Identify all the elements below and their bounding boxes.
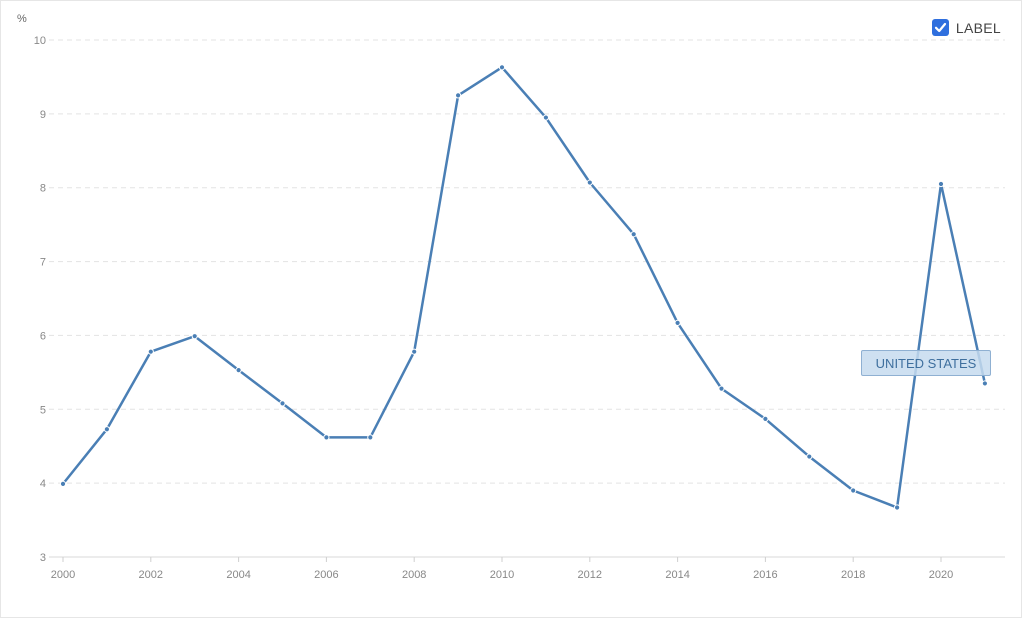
data-point-2005[interactable]: [279, 400, 286, 407]
data-point-2016[interactable]: [762, 415, 769, 422]
y-axis-ticks: 3 4 5 6 7 8 9 10: [34, 35, 46, 564]
x-tick-label: 2014: [665, 569, 689, 581]
data-points: [59, 64, 989, 511]
data-point-2000[interactable]: [59, 480, 67, 487]
series-label-united-states: UNITED STATES: [861, 350, 991, 376]
data-point-2021[interactable]: [981, 380, 989, 387]
data-point-2012[interactable]: [586, 179, 593, 186]
label-toggle[interactable]: LABEL: [931, 19, 1001, 36]
data-point-2008[interactable]: [411, 348, 418, 355]
data-point-2006[interactable]: [323, 434, 330, 441]
y-tick-label: 6: [40, 330, 46, 342]
y-tick-label: 4: [40, 478, 46, 490]
x-tick-label: 2020: [929, 569, 953, 581]
data-point-2004[interactable]: [235, 367, 242, 374]
y-tick-label: 8: [40, 183, 46, 195]
data-point-2003[interactable]: [191, 333, 198, 340]
x-tick-label: 2012: [578, 569, 602, 581]
x-tick-label: 2000: [51, 569, 75, 581]
data-point-2018[interactable]: [850, 487, 857, 494]
y-tick-label: 10: [34, 35, 46, 47]
x-tick-label: 2016: [753, 569, 777, 581]
data-point-2020[interactable]: [937, 180, 945, 188]
x-tick-label: 2018: [841, 569, 865, 581]
checkmark-icon: [934, 22, 947, 33]
x-tick-label: 2008: [402, 569, 426, 581]
data-point-2019[interactable]: [894, 504, 901, 511]
y-tick-label: 5: [40, 404, 46, 416]
label-checkbox[interactable]: [931, 19, 949, 36]
data-point-2001[interactable]: [103, 426, 111, 433]
data-point-2009[interactable]: [455, 92, 462, 99]
x-tick-label: 2002: [139, 569, 163, 581]
y-axis-unit: %: [17, 13, 27, 25]
data-point-2011[interactable]: [542, 114, 550, 121]
gridlines: [49, 39, 1005, 558]
x-axis-ticks: 2000 2002 2004 2006 2008 2010 2012 2014 2016 2018…: [49, 556, 1005, 581]
data-point-2015[interactable]: [718, 385, 725, 392]
series-line-united-states: [62, 66, 987, 509]
data-point-2014[interactable]: [674, 319, 681, 326]
data-point-2010[interactable]: [498, 64, 506, 71]
x-tick-label: 2010: [490, 569, 514, 581]
label-toggle-text: LABEL: [955, 19, 1001, 36]
data-point-2002[interactable]: [147, 348, 154, 355]
y-tick-label: 7: [40, 257, 46, 269]
x-tick-label: 2006: [314, 569, 338, 581]
data-point-2007[interactable]: [367, 434, 374, 441]
data-point-2013[interactable]: [630, 231, 637, 238]
y-tick-label: 3: [40, 552, 46, 564]
data-point-2017[interactable]: [806, 453, 813, 460]
y-tick-label: 9: [40, 109, 46, 121]
x-tick-label: 2004: [226, 569, 250, 581]
